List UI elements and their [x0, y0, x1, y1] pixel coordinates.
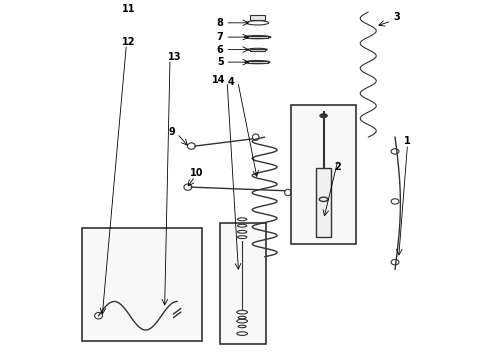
Text: 4: 4 — [227, 77, 234, 87]
FancyBboxPatch shape — [247, 61, 268, 63]
FancyBboxPatch shape — [250, 15, 265, 20]
Text: 9: 9 — [169, 127, 175, 137]
Text: 1: 1 — [404, 136, 411, 146]
FancyBboxPatch shape — [247, 36, 268, 38]
Text: 13: 13 — [168, 52, 182, 62]
Text: 5: 5 — [217, 57, 223, 67]
FancyBboxPatch shape — [82, 228, 202, 341]
Text: 8: 8 — [217, 18, 223, 28]
Text: 10: 10 — [190, 168, 203, 178]
FancyBboxPatch shape — [317, 168, 331, 237]
Text: 12: 12 — [122, 37, 135, 48]
Text: 3: 3 — [393, 13, 400, 22]
Text: 2: 2 — [335, 162, 341, 172]
Text: 6: 6 — [217, 45, 223, 55]
FancyBboxPatch shape — [292, 105, 356, 244]
Text: 14: 14 — [212, 75, 225, 85]
Text: 11: 11 — [122, 4, 136, 14]
Ellipse shape — [320, 114, 327, 117]
FancyBboxPatch shape — [220, 223, 267, 344]
Text: 7: 7 — [217, 32, 223, 42]
FancyBboxPatch shape — [249, 49, 266, 50]
